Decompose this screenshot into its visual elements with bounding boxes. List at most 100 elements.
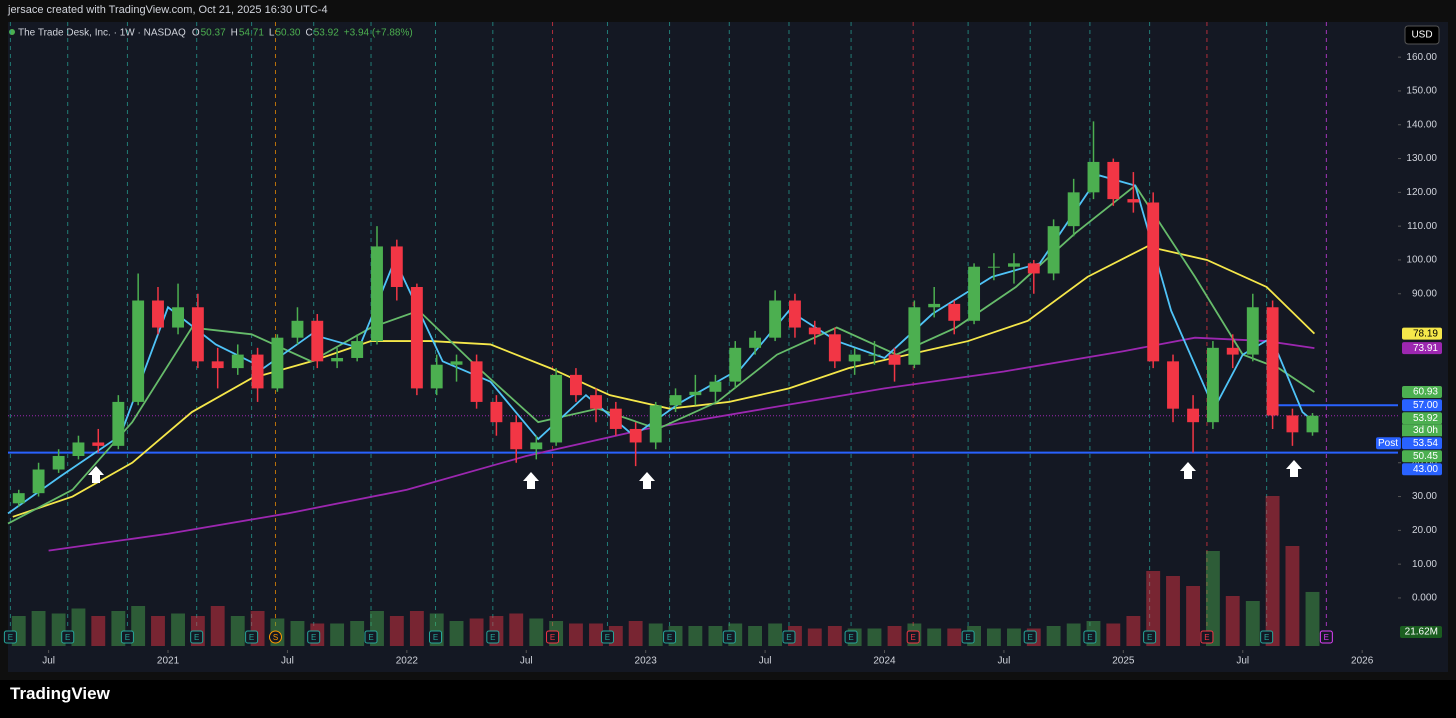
arrow	[88, 466, 104, 483]
event-label: E	[667, 633, 672, 642]
volume-bar	[1245, 601, 1260, 646]
ohlc-value: 50.37	[201, 28, 226, 39]
volume-bar	[290, 621, 305, 646]
x-tick-label: 2021	[157, 656, 180, 667]
volume-bar	[986, 628, 1001, 646]
y-tick-label: 150.00	[1406, 86, 1437, 97]
event-badge	[120, 630, 134, 644]
y-tick-label: 130.00	[1406, 153, 1437, 164]
arrows	[88, 460, 1302, 489]
event-label: E	[910, 633, 915, 642]
volume-bar	[927, 628, 942, 646]
candle-body	[52, 455, 65, 470]
currency-box[interactable]	[1404, 25, 1440, 45]
candle-body	[669, 395, 682, 406]
volume-bar	[469, 618, 484, 646]
x-tick-label: 2025	[1112, 656, 1135, 667]
event-label: E	[433, 633, 438, 642]
volume-bar	[171, 613, 185, 646]
event-label: E	[125, 633, 130, 642]
volume-bar	[151, 616, 165, 646]
y-tick-label: 20.00	[1412, 525, 1437, 536]
candle-body	[450, 361, 463, 365]
candle-body	[948, 303, 961, 321]
event-label: E	[1324, 633, 1329, 642]
candle-body	[590, 395, 602, 409]
volume-bar	[589, 623, 603, 646]
y-tick-label: 120.00	[1406, 187, 1437, 198]
volume-bar	[807, 628, 822, 646]
event-badge	[546, 630, 560, 644]
chart: The Trade Desk, Inc. · 1W · NASDAQ O 50.3…	[0, 20, 1456, 680]
volume-bar	[748, 626, 763, 646]
event-label: E	[848, 633, 853, 642]
volume-bar	[230, 616, 245, 646]
volume-bar	[1126, 616, 1141, 646]
plot-bg	[8, 22, 1398, 650]
candle-body	[1027, 263, 1040, 274]
candle-body	[789, 300, 801, 328]
candle-body	[132, 300, 145, 402]
candle-body	[112, 401, 125, 446]
event-label: E	[1087, 633, 1092, 642]
event-badge	[663, 630, 677, 644]
event-badge	[486, 630, 500, 644]
volume-bar	[71, 608, 86, 646]
volume-bar	[1305, 591, 1320, 646]
price-label: 57.00	[1413, 400, 1438, 411]
event-label: E	[1204, 633, 1209, 642]
candle-body	[709, 381, 722, 392]
volume-bar	[1205, 551, 1220, 646]
price-label: 53.54	[1413, 438, 1438, 449]
candle-body	[769, 300, 782, 338]
event-badge	[600, 630, 614, 644]
volume-bar	[1106, 623, 1121, 646]
event-badge	[190, 630, 204, 644]
candle-body	[291, 320, 304, 338]
candle-body	[152, 300, 164, 328]
candle-body	[371, 246, 383, 342]
event-badge	[307, 630, 321, 644]
volume-bar	[1186, 586, 1201, 646]
price-tag: Post	[1378, 438, 1398, 449]
candle-body	[968, 266, 981, 321]
volume-bar	[131, 606, 146, 646]
candle-body	[32, 469, 45, 494]
candle-body	[530, 442, 543, 450]
candle-body	[569, 374, 582, 396]
volume-bar	[210, 606, 225, 646]
price-label-bg	[1402, 327, 1442, 340]
volume-bar	[688, 626, 703, 646]
volume-bar	[1225, 596, 1240, 646]
price-label: 43.00	[1413, 464, 1438, 475]
event-badge	[429, 630, 443, 644]
currency[interactable]: USD	[1411, 30, 1432, 41]
candle-body	[1187, 408, 1200, 423]
price-label-bg	[1402, 437, 1442, 450]
volume-bar	[768, 623, 783, 646]
volume-bar	[389, 616, 404, 646]
candle-body	[72, 442, 85, 456]
volume-bar	[330, 623, 345, 646]
time-axis-bg	[8, 650, 1398, 672]
price-label-bg	[1402, 463, 1442, 476]
price-label-bg	[1402, 386, 1442, 399]
ohlc-value: 53.92	[314, 28, 339, 39]
volume-bar	[509, 613, 524, 646]
volume-bar	[887, 626, 902, 646]
candle-body	[470, 361, 483, 402]
event-label: E	[1147, 633, 1152, 642]
candle-body	[1008, 263, 1020, 267]
volume-bar	[708, 626, 723, 646]
ohlc-value: 50.30	[275, 28, 300, 39]
candle-body	[1047, 226, 1060, 274]
event-label: E	[550, 633, 555, 642]
x-tick-label: Jul	[42, 656, 55, 667]
price-note-bg	[1402, 424, 1442, 437]
candle-body	[271, 337, 284, 389]
volume-bar	[827, 626, 842, 646]
volume-bar	[628, 621, 643, 646]
candle-body	[390, 246, 403, 287]
x-tick-label: 2022	[396, 656, 419, 667]
candle-body	[211, 361, 224, 369]
